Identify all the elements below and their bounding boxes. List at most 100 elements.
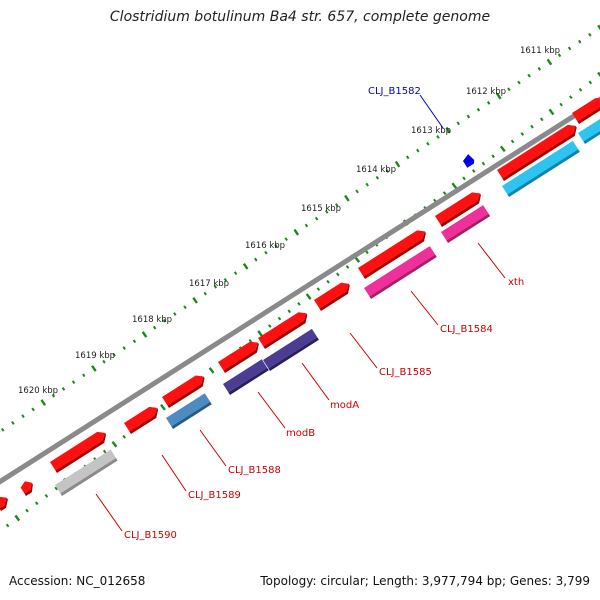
tick-mark [274,244,278,248]
label-leaders [95,94,506,532]
gene-feature[interactable] [435,189,484,227]
tick-mark [102,359,106,364]
tick-mark [40,399,47,406]
tick-mark [1,427,5,432]
tick-mark [305,293,312,300]
gene-feature-xth[interactable] [441,205,491,243]
scale-label-1613: 1613 kbp [411,126,451,136]
tick-mark [152,325,157,330]
tick-mark [499,145,506,153]
gene-feature-modb[interactable] [223,359,269,395]
tick-mark [162,318,167,323]
tick-mark [588,32,592,37]
scale-label-1611: 1611 kbp [520,46,560,56]
tick-mark [5,523,10,528]
tick-mark [233,271,238,276]
gene-feature-clj-b1590[interactable] [55,449,118,496]
accession-text: Accession: NC_012658 [9,574,146,588]
tick-mark [510,139,515,144]
tick-mark [183,305,187,310]
tick-mark [517,80,521,85]
tick-mark [141,331,148,338]
tick-mark [14,514,21,522]
tick-mark [345,265,350,269]
topology-summary: Topology: circular; Length: 3,977,794 bp… [260,574,590,588]
tick-mark [21,414,25,419]
tick-mark [520,132,525,136]
gene-label-modb[interactable]: modB [286,428,315,439]
gene-feature[interactable] [358,227,429,279]
gene-feature[interactable] [50,429,109,473]
tick-mark [326,279,330,284]
gene-label-clj-b1582[interactable]: CLJ_B1582 [368,86,421,97]
tick-mark [476,107,481,112]
genome-backbone [0,96,600,485]
tick-mark [254,257,258,262]
gene-feature[interactable] [218,338,262,373]
tick-mark [588,80,593,85]
tick-mark [102,449,107,454]
scale-label-1620: 1620 kbp [18,386,58,396]
tick-mark [35,501,39,506]
gene-feature[interactable] [162,372,208,408]
gene-feature-clj-b1588[interactable] [166,393,212,429]
tick-mark [471,169,476,173]
gene-feature[interactable] [314,280,353,311]
tick-mark [324,209,329,214]
tick-mark [25,508,29,513]
tick-mark [61,387,66,391]
tick-mark [385,169,390,173]
gene-label-clj-b1588[interactable]: CLJ_B1588 [228,465,281,476]
scale-labels: 1611 kbp 1612 kbp 1613 kbp 1614 kbp 1615… [18,46,560,396]
tick-mark [304,223,309,228]
tick-mark [365,182,369,187]
tick-mark [578,87,583,92]
tick-mark [557,53,562,58]
tick-mark [456,121,461,126]
tick-mark [436,135,440,139]
gene-feature[interactable] [124,404,161,434]
outer-tick-track [1,24,600,432]
gene-label-clj-b1584[interactable]: CLJ_B1584 [440,324,493,335]
gene-feature[interactable] [572,95,600,124]
tick-mark [203,291,207,296]
gene-feature[interactable] [19,479,36,496]
gene-features [0,95,600,511]
gene-feature-clj-b1582[interactable] [461,153,475,168]
tick-mark [496,92,502,100]
tick-mark [567,46,572,51]
tick-mark [375,175,380,180]
tick-mark [287,309,292,314]
tick-mark [527,73,531,78]
tick-mark [336,272,340,277]
tick-mark [293,228,300,236]
tick-mark [160,403,166,411]
gene-feature-cyan[interactable] [502,140,580,197]
tick-mark [426,141,430,146]
gene-label-moda[interactable]: modA [330,400,359,411]
tick-mark [394,160,401,168]
gene-feature[interactable] [258,309,311,349]
gene-feature-moda[interactable] [263,328,319,371]
tick-mark [597,24,600,31]
tick-mark [248,338,253,343]
scale-label-1612: 1612 kbp [466,87,506,97]
gene-label-clj-b1590[interactable]: CLJ_B1590 [124,530,177,541]
tick-mark [405,155,410,160]
tick-mark [445,126,451,134]
scale-label-1617: 1617 kbp [189,279,229,289]
tick-mark [335,203,339,207]
gene-feature[interactable] [0,494,11,511]
gene-label-clj-b1589[interactable]: CLJ_B1589 [188,490,241,501]
map-title: Clostridium botulinum Ba4 str. 657, comp… [109,9,491,25]
tick-mark [257,330,263,337]
scale-label-1616: 1616 kbp [245,241,285,251]
gene-label-clj-b1585[interactable]: CLJ_B1585 [379,367,432,378]
gene-feature-clj-b1584[interactable] [364,246,437,299]
gene-label-xth[interactable]: xth [508,277,524,288]
gene-feature[interactable] [497,122,580,181]
tick-mark [82,373,86,378]
tick-mark [268,324,272,328]
tick-mark [213,284,218,289]
